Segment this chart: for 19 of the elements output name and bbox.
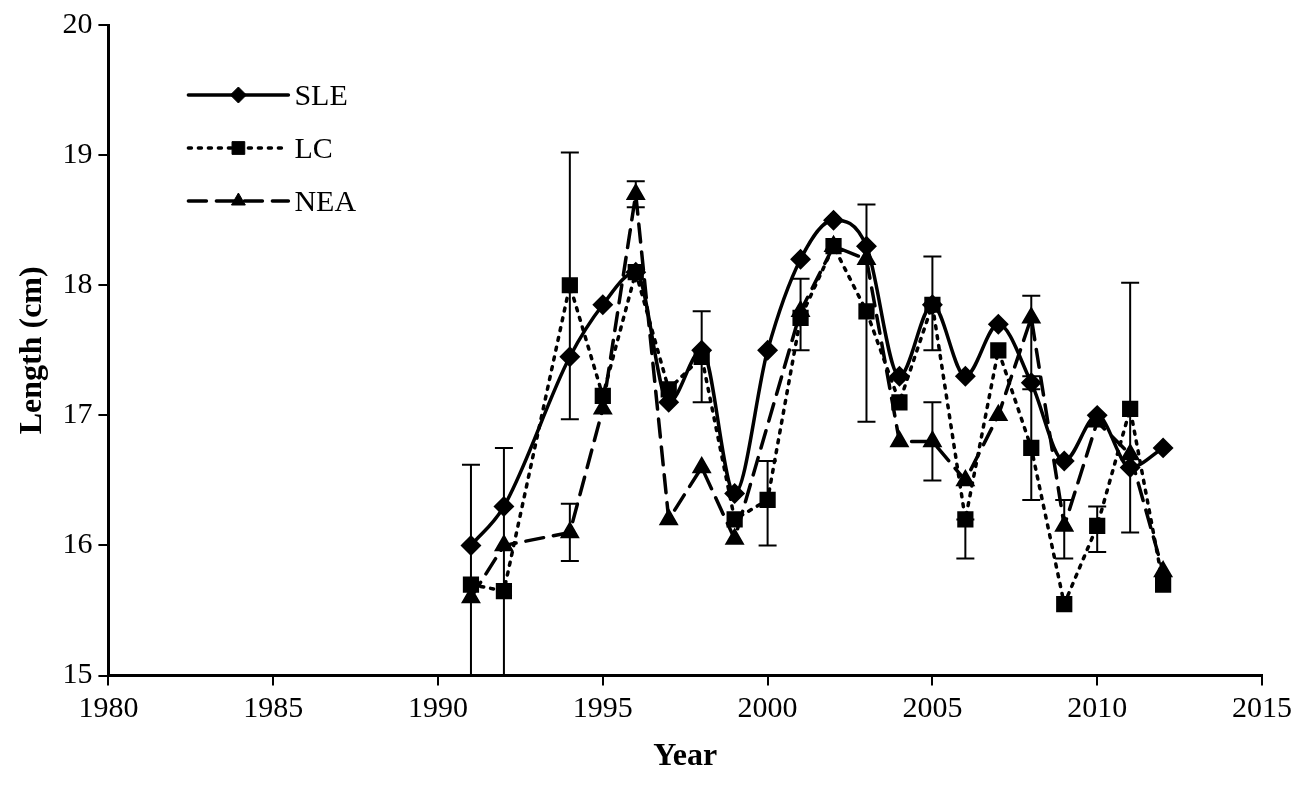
legend-label: NEA — [294, 183, 357, 217]
x-tick-label: 2005 — [902, 690, 963, 724]
y-axis-title: Length (cm) — [12, 266, 49, 435]
x-tick-label: 1995 — [572, 690, 633, 724]
x-tick-label: 1990 — [408, 690, 468, 724]
y-tick-label: 20 — [62, 5, 93, 39]
y-tick-label: 16 — [62, 526, 93, 560]
x-tick-label: 2000 — [737, 690, 798, 724]
y-tick-label: 17 — [62, 396, 93, 430]
x-tick-label: 1985 — [243, 690, 304, 724]
x-tick-label: 2015 — [1232, 690, 1292, 724]
y-tick-label: 15 — [62, 656, 93, 690]
legend-label: SLE — [294, 77, 348, 111]
x-axis-title: Year — [653, 736, 718, 773]
x-tick-label: 2010 — [1067, 690, 1128, 724]
y-tick-label: 19 — [62, 135, 93, 169]
x-tick-label: 1980 — [78, 690, 139, 724]
y-tick-label: 18 — [62, 266, 93, 300]
legend-label: LC — [294, 130, 333, 164]
